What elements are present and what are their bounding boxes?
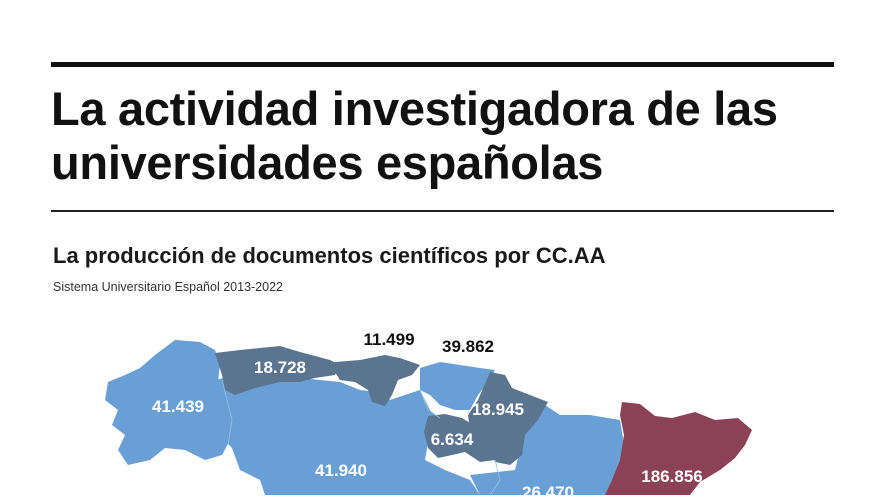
spain-map: 41.439 18.728 11.499 39.862 18.945 6.634… xyxy=(0,320,880,502)
region-galicia xyxy=(105,340,230,465)
region-cataluna xyxy=(605,402,752,495)
region-pais-vasco xyxy=(420,362,495,410)
value-la-rioja: 6.634 xyxy=(430,430,474,449)
page-title: La actividad investigadora de las univer… xyxy=(51,82,778,189)
chart-subtitle: La producción de documentos científicos … xyxy=(53,243,606,268)
region-cantabria xyxy=(335,355,420,406)
map-shapes xyxy=(105,340,752,495)
value-cataluna: 186.856 xyxy=(641,467,703,486)
top-rule xyxy=(51,62,834,67)
value-aragon: 26.470 xyxy=(522,483,574,502)
chart-source: Sistema Universitario Español 2013-2022 xyxy=(53,280,283,294)
value-pais-vasco: 39.862 xyxy=(442,337,494,356)
value-castilla-y-leon: 41.940 xyxy=(315,461,367,480)
value-cantabria: 11.499 xyxy=(363,330,415,349)
region-asturias xyxy=(215,346,340,395)
divider xyxy=(51,210,834,212)
region-castilla-y-leon xyxy=(215,372,480,495)
value-galicia: 41.439 xyxy=(152,397,204,416)
value-asturias: 18.728 xyxy=(254,358,306,377)
region-la-rioja xyxy=(424,414,495,462)
value-navarra: 18.945 xyxy=(472,400,524,419)
